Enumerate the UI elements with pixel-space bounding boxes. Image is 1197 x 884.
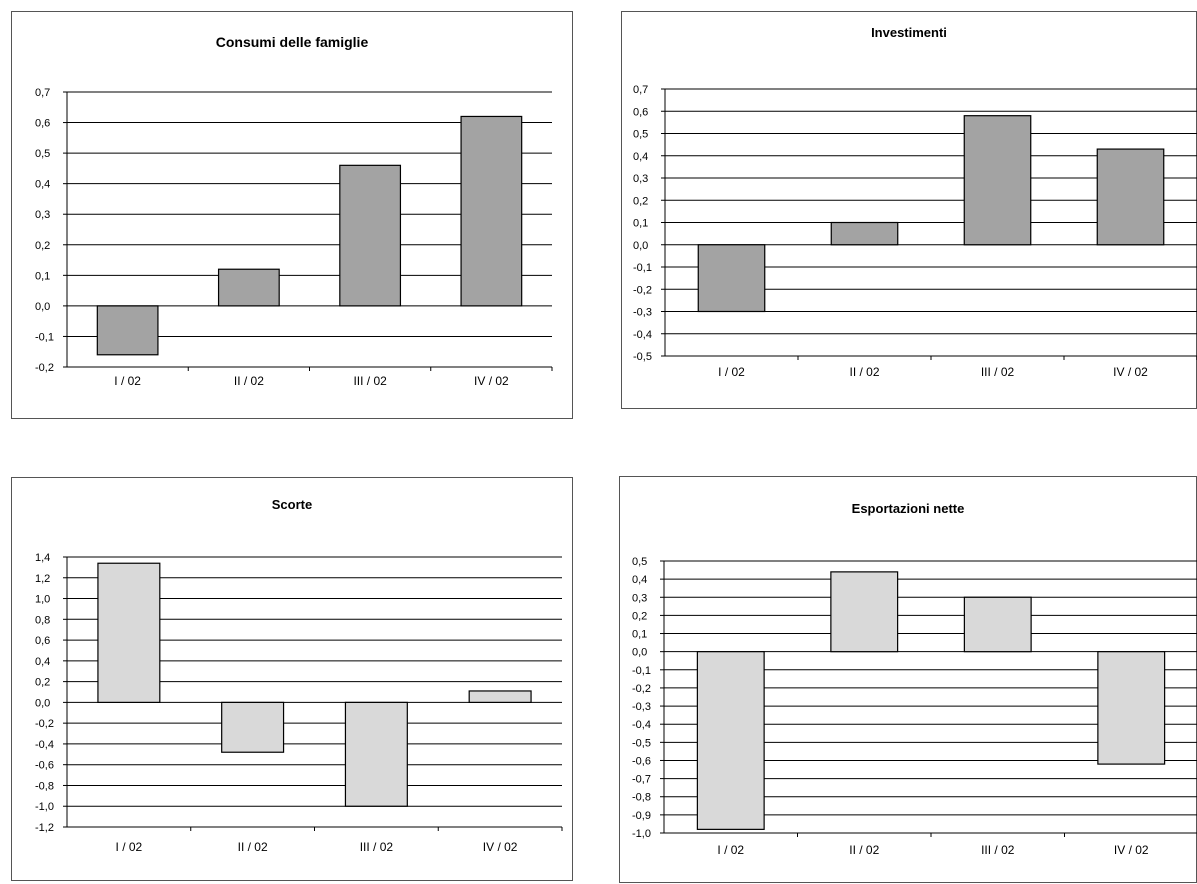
y-tick-label: 0,5 — [35, 148, 50, 160]
x-tick-label: II / 02 — [849, 843, 879, 857]
y-tick-label: 0,0 — [633, 240, 648, 252]
y-tick-label: 0,6 — [35, 635, 50, 647]
y-tick-label: -0,4 — [35, 739, 54, 751]
x-tick-label: I / 02 — [114, 374, 141, 388]
y-tick-label: -0,2 — [633, 284, 652, 296]
y-tick-label: 0,2 — [633, 195, 648, 207]
y-tick-label: 1,0 — [35, 594, 50, 606]
y-tick-label: 1,4 — [35, 552, 50, 564]
y-tick-label: 0,7 — [633, 84, 648, 96]
x-tick-label: I / 02 — [717, 843, 744, 857]
y-tick-label: 0,7 — [35, 87, 50, 99]
y-tick-label: -0,4 — [633, 329, 652, 341]
y-tick-label: -0,1 — [35, 331, 54, 343]
bar — [696, 651, 765, 830]
bar — [97, 562, 161, 703]
chart-title: Investimenti — [871, 25, 947, 40]
chart-title: Esportazioni nette — [851, 501, 965, 516]
bar — [468, 690, 532, 703]
y-tick-label: -0,7 — [632, 774, 651, 786]
x-tick-label: III / 02 — [981, 843, 1015, 857]
y-tick-label: 0,2 — [632, 610, 647, 622]
chart-panel-consumi: Consumi delle famiglie -0,2 -0,1 0,0 0,1 0,2… — [11, 11, 573, 419]
bar — [963, 596, 1032, 653]
bar — [217, 268, 280, 307]
y-tick-label: 0,1 — [632, 629, 647, 641]
bar — [963, 115, 1032, 246]
y-tick-label: 0,0 — [35, 301, 50, 313]
chart-panel-scorte: Scorte -1,2 -1,0 -0,8 -0,6 -0,4 -0,2 0,0 0,2 0,4… — [11, 477, 573, 881]
y-tick-label: -1,0 — [632, 828, 651, 840]
y-tick-label: 0,0 — [35, 697, 50, 709]
y-tick-label: -0,6 — [35, 760, 54, 772]
bar — [830, 221, 899, 246]
y-tick-label: -0,5 — [633, 351, 652, 363]
y-tick-label: -0,3 — [632, 701, 651, 713]
bar — [460, 115, 523, 307]
bar — [344, 701, 408, 807]
y-tick-label: -0,5 — [632, 737, 651, 749]
y-tick-label: -0,6 — [632, 755, 651, 767]
y-tick-label: 0,4 — [35, 656, 50, 668]
y-tick-label: 0,2 — [35, 240, 50, 252]
y-tick-label: -0,1 — [632, 665, 651, 677]
chart-plot: -1,0 -0,9 -0,8 -0,7 -0,6 -0,5 -0,4 -0,3 -0,2 -0,1… — [632, 556, 1197, 857]
x-tick-label: III / 02 — [981, 365, 1015, 379]
y-tick-label: -0,3 — [633, 307, 652, 319]
y-tick-label: 0,5 — [633, 129, 648, 141]
y-tick-label: -0,2 — [35, 362, 54, 374]
x-tick-label: III / 02 — [353, 374, 387, 388]
x-tick-label: II / 02 — [238, 840, 268, 854]
chart-plot: -1,2 -1,0 -0,8 -0,6 -0,4 -0,2 0,0 0,2 0,4 0,6 0,8 1… — [35, 552, 563, 854]
chart-panel-esportazioni: Esportazioni nette -1,0 -0,9 -0,8 -0,7 -0,6-… — [619, 476, 1197, 883]
y-tick-label: -0,8 — [35, 780, 54, 792]
bar — [1097, 651, 1166, 765]
bar — [339, 164, 402, 307]
y-tick-label: -0,2 — [35, 718, 54, 730]
bar — [221, 701, 285, 753]
y-tick-label: 0,5 — [632, 556, 647, 568]
y-tick-label: 0,4 — [632, 574, 647, 586]
x-tick-label: IV / 02 — [1114, 843, 1149, 857]
y-tick-label: 0,8 — [35, 614, 50, 626]
bar — [697, 244, 766, 313]
y-tick-label: 0,6 — [35, 118, 50, 130]
y-tick-label: 1,2 — [35, 573, 50, 585]
chart-plot: -0,5 -0,4 -0,3 -0,2 -0,1 0,0 0,1 0,2 0,3 0,4 0,5 0,… — [633, 84, 1197, 379]
y-tick-label: 0,6 — [633, 106, 648, 118]
y-tick-label: 0,1 — [35, 270, 50, 282]
x-tick-label: II / 02 — [849, 365, 879, 379]
y-tick-label: 0,3 — [633, 173, 648, 185]
y-tick-label: -0,4 — [632, 719, 651, 731]
y-tick-label: 0,4 — [35, 179, 50, 191]
y-tick-label: -1,2 — [35, 822, 54, 834]
y-tick-label: 0,0 — [632, 647, 647, 659]
y-tick-label: -0,2 — [632, 683, 651, 695]
bar — [96, 305, 159, 356]
chart-plot: -0,2 -0,1 0,0 0,1 0,2 0,3 0,4 0,5 0,6 0,7 I / 02 II… — [35, 87, 553, 388]
x-tick-label: IV / 02 — [1113, 365, 1148, 379]
y-tick-label: 0,4 — [633, 151, 648, 163]
bar — [1096, 148, 1165, 246]
y-tick-label: -1,0 — [35, 801, 54, 813]
y-tick-label: 0,2 — [35, 677, 50, 689]
chart-title: Scorte — [271, 497, 313, 512]
y-tick-label: -0,8 — [632, 792, 651, 804]
x-tick-label: IV / 02 — [474, 374, 509, 388]
bar — [830, 571, 899, 653]
y-tick-label: 0,3 — [35, 209, 50, 221]
chart-title: Consumi delle famiglie — [215, 34, 369, 50]
chart-panel-investimenti: Investimenti -0,5 -0,4 -0,3 -0,2 -0,1 0,0 0,1 0… — [621, 11, 1197, 409]
y-tick-label: -0,9 — [632, 810, 651, 822]
x-tick-label: II / 02 — [234, 374, 264, 388]
y-tick-label: 0,1 — [633, 218, 648, 230]
x-tick-label: I / 02 — [116, 840, 143, 854]
y-tick-label: -0,1 — [633, 262, 652, 274]
x-tick-label: I / 02 — [718, 365, 745, 379]
x-tick-label: III / 02 — [360, 840, 394, 854]
x-tick-label: IV / 02 — [483, 840, 518, 854]
y-tick-label: 0,3 — [632, 592, 647, 604]
